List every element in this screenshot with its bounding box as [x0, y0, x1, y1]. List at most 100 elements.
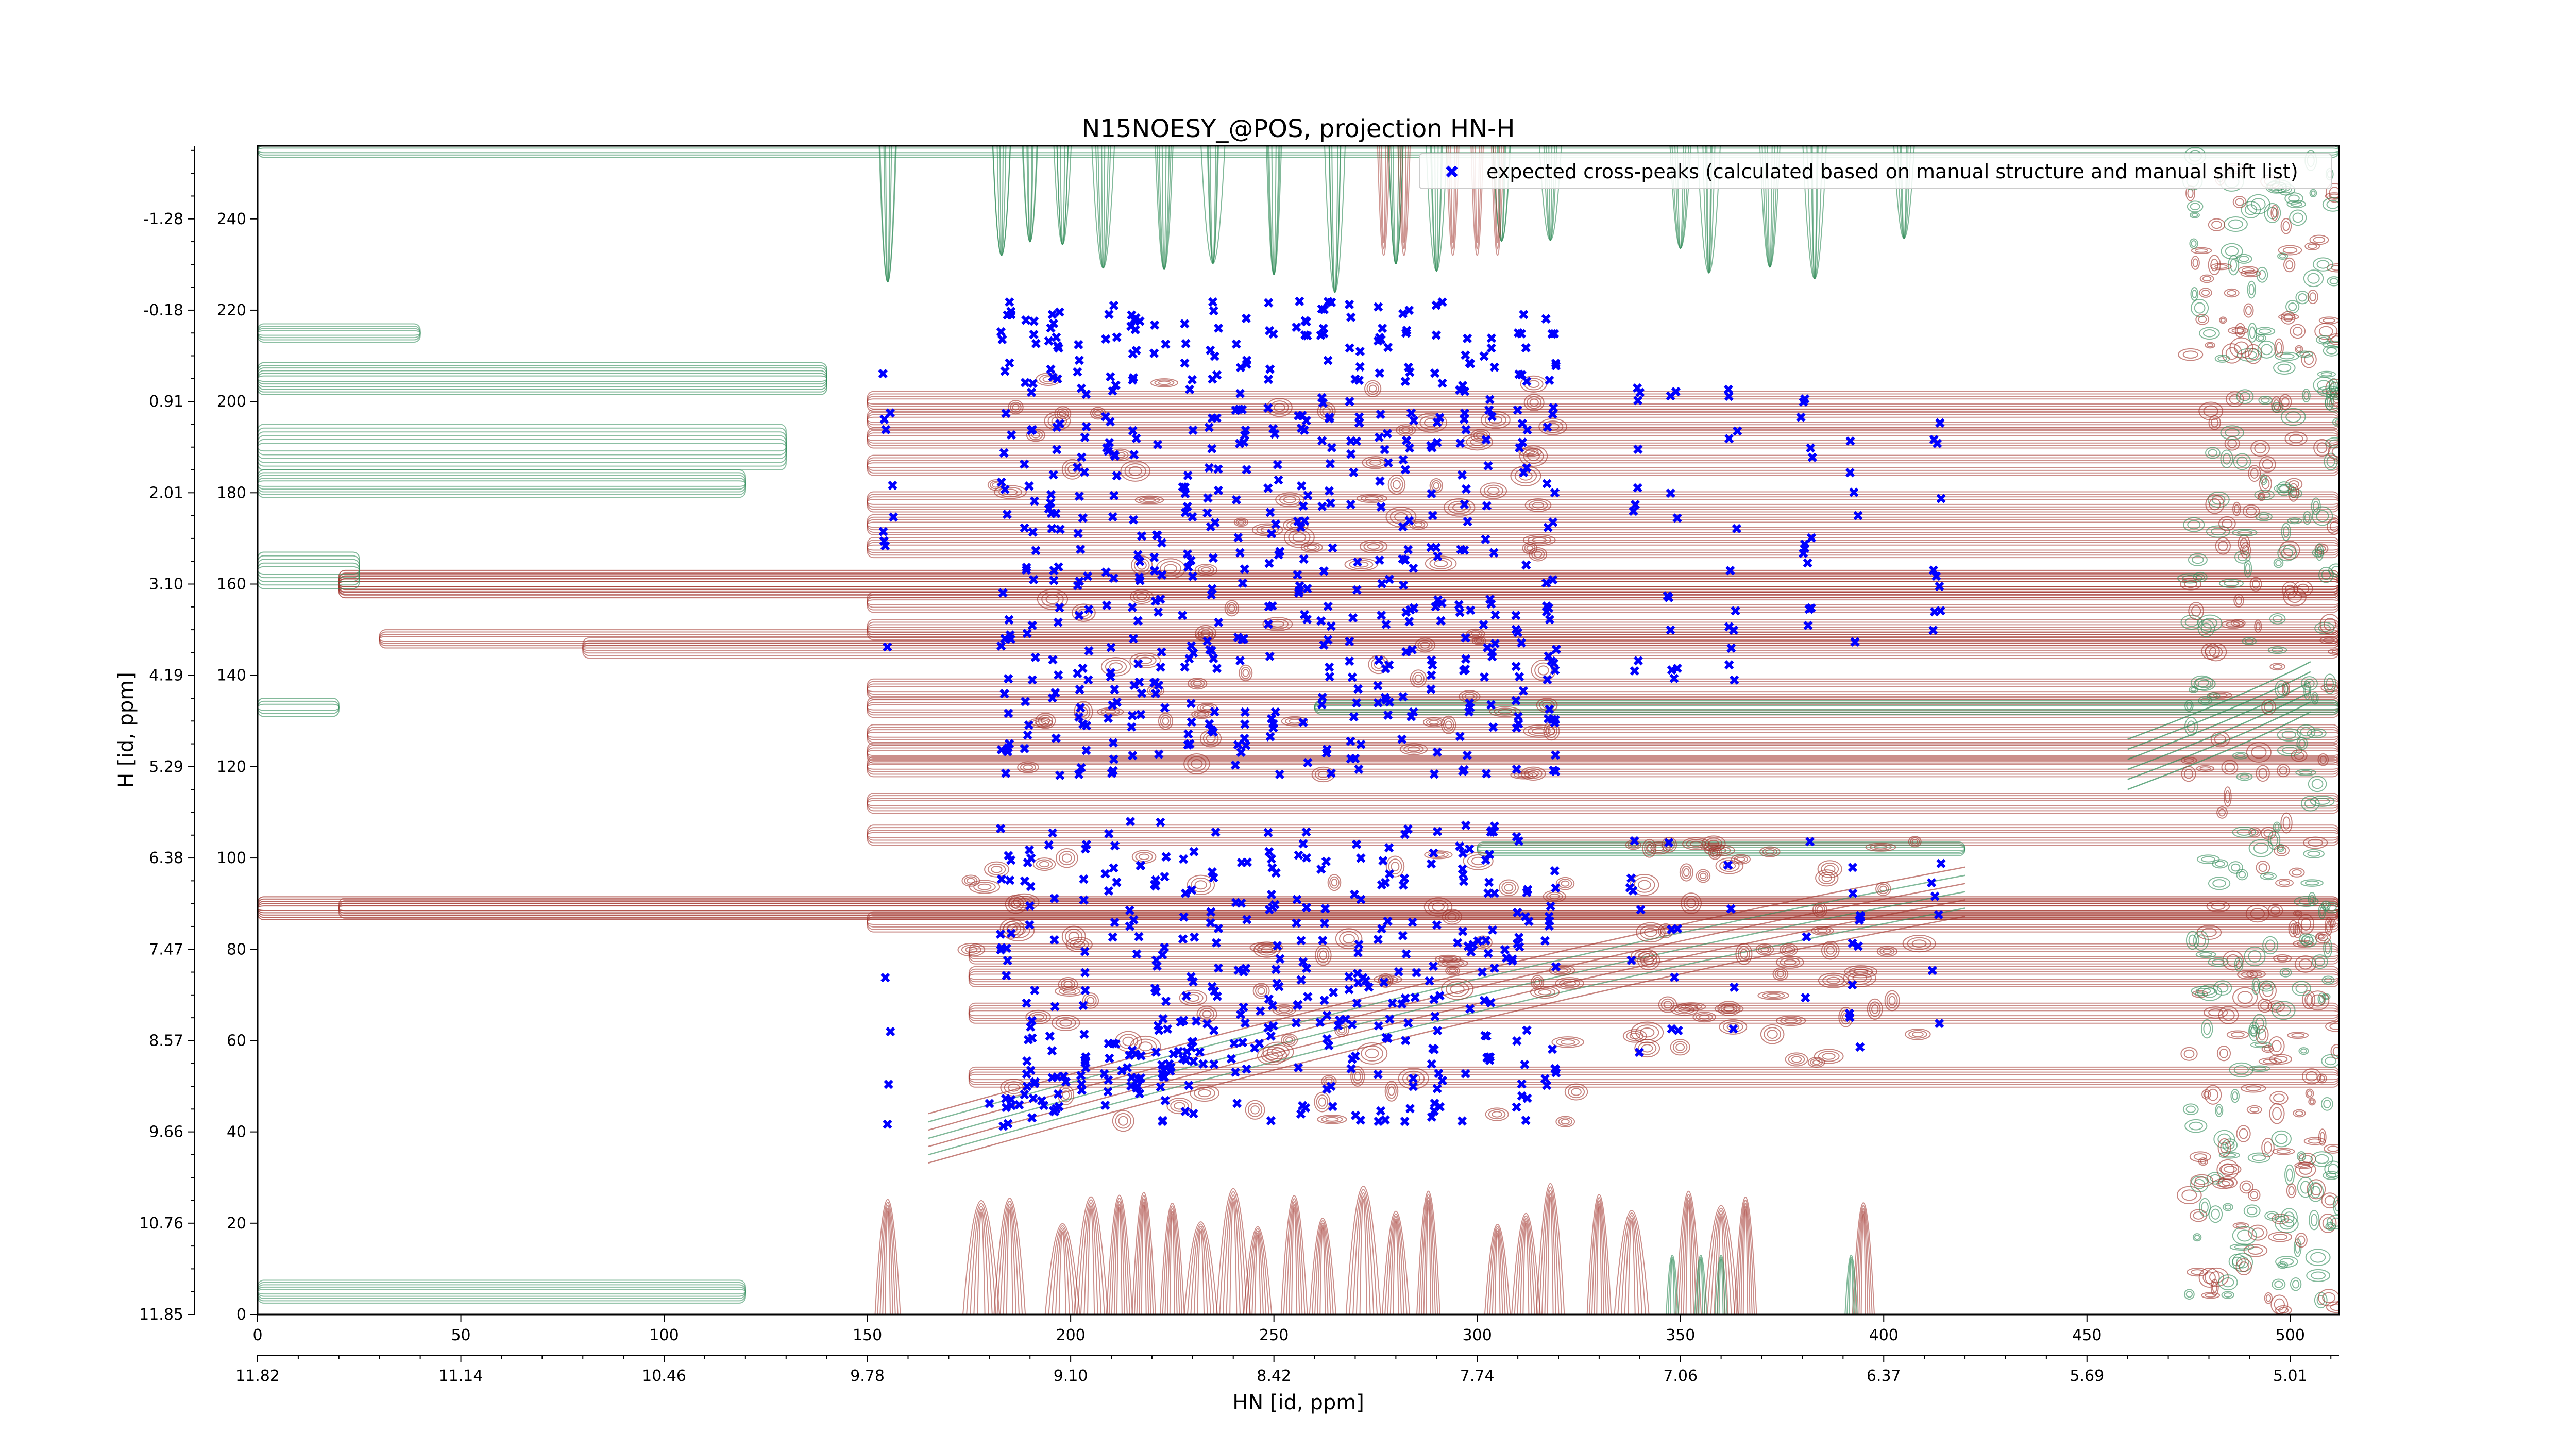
- positive-contour-band: [338, 578, 2339, 590]
- peak-contour-blob: [1522, 542, 1538, 554]
- edge-noise-contour: [2233, 594, 2244, 608]
- cross-peak-marker: [1154, 1025, 1164, 1035]
- cross-peak-marker: [1025, 901, 1035, 911]
- edge-noise-contour: [2254, 443, 2266, 454]
- cross-peak-marker: [995, 929, 1006, 939]
- cross-peak-marker: [1517, 1079, 1527, 1089]
- cross-peak-marker: [1266, 854, 1276, 864]
- peak-contour-blob: [1731, 854, 1751, 865]
- cross-peak-marker: [1263, 403, 1273, 413]
- cross-peak-marker: [1465, 1004, 1475, 1014]
- edge-noise-contour: [2307, 728, 2327, 738]
- edge-noise-contour: [2224, 762, 2235, 772]
- cross-peak-marker: [1046, 490, 1056, 500]
- positive-contour-band: [379, 633, 2339, 644]
- peak-contour-blob: [1104, 710, 1116, 714]
- edge-noise-contour: [2316, 546, 2323, 558]
- peak-contour-blob: [1761, 992, 1785, 999]
- cross-peak-marker: [1316, 864, 1326, 874]
- negative-contour-streak: [1811, 146, 1818, 279]
- y-ppm-tick-label: 3.10: [149, 576, 183, 594]
- cross-peak-marker: [1127, 602, 1138, 612]
- cross-peak-marker: [1483, 948, 1493, 958]
- cross-peak-marker: [1364, 982, 1374, 992]
- peak-contour-blob: [1374, 974, 1402, 984]
- y-ppm-axis: 11.8510.769.668.577.476.385.294.193.102.…: [139, 146, 195, 1324]
- peak-contour-blob: [1662, 836, 1677, 853]
- cross-peak-marker: [1543, 675, 1552, 685]
- cross-peak-marker: [1298, 501, 1308, 511]
- cross-peak-marker: [1297, 411, 1307, 420]
- cross-peak-marker: [1112, 878, 1122, 887]
- edge-noise-contour: [2330, 1217, 2339, 1227]
- cross-peak-marker: [1005, 297, 1014, 307]
- edge-noise-contour: [2186, 702, 2192, 710]
- edge-noise-contour: [2310, 796, 2335, 807]
- peak-contour-blob: [1414, 674, 1422, 683]
- edge-noise-contour: [2208, 449, 2218, 457]
- cross-peak-marker: [1125, 905, 1134, 915]
- edge-noise-contour: [2296, 724, 2316, 739]
- positive-contour-streak: [1617, 1212, 1646, 1315]
- edge-noise-contour: [2251, 746, 2267, 759]
- peak-contour-blob: [1473, 637, 1485, 644]
- edge-noise-contour: [2326, 347, 2337, 355]
- cross-peak-marker: [884, 1080, 893, 1089]
- cross-peak-marker: [1455, 438, 1465, 448]
- positive-contour-streak: [1215, 1188, 1251, 1315]
- edge-noise-contour: [2328, 333, 2339, 345]
- negative-contour-streak: [1666, 1254, 1679, 1315]
- edge-noise-contour: [2273, 664, 2283, 669]
- cross-peak-marker: [1540, 1074, 1550, 1084]
- peak-contour-blob: [1815, 869, 1839, 887]
- edge-noise-contour: [2225, 790, 2230, 803]
- peak-contour-blob: [1445, 911, 1460, 923]
- peak-contour-blob: [1757, 991, 1790, 1000]
- peak-contour-blob: [1675, 1043, 1685, 1051]
- cross-peak-marker: [1150, 688, 1161, 699]
- cross-peak-marker: [1633, 656, 1643, 666]
- cross-peak-marker: [1800, 539, 1809, 549]
- cross-peak-marker: [1273, 460, 1282, 469]
- cross-peak-marker: [1230, 1067, 1241, 1077]
- cross-peak-marker: [1463, 517, 1472, 527]
- edge-noise-contour: [2239, 774, 2250, 780]
- cross-peak-marker: [1079, 467, 1090, 477]
- cross-peak-marker: [1108, 512, 1118, 522]
- cross-peak-marker: [1799, 397, 1808, 407]
- cross-peak-marker: [1434, 1069, 1444, 1079]
- cross-peak-marker: [1294, 1063, 1303, 1072]
- peak-contour-blob: [1247, 1102, 1263, 1117]
- cross-peak-marker: [1206, 589, 1216, 600]
- edge-noise-contour: [2273, 558, 2284, 568]
- cross-peak-marker: [1518, 686, 1528, 696]
- cross-peak-marker: [1500, 945, 1510, 955]
- edge-noise-contour: [2176, 1186, 2202, 1205]
- cross-peak-marker: [1014, 1100, 1024, 1110]
- cross-peak-marker: [1207, 444, 1217, 454]
- cross-peak-marker: [1935, 1019, 1944, 1029]
- negative-contour-streak: [1271, 146, 1277, 275]
- peak-contour-blob: [1238, 520, 1245, 525]
- cross-peak-marker: [1322, 745, 1332, 754]
- cross-peak-marker: [1479, 351, 1489, 361]
- cross-peak-marker: [1180, 482, 1190, 492]
- cross-peak-marker: [1404, 306, 1414, 315]
- cross-peak-marker: [1108, 1038, 1118, 1048]
- positive-contour-streak: [1484, 1224, 1511, 1315]
- edge-noise-contour: [2287, 517, 2302, 525]
- cross-peak-marker: [1432, 437, 1442, 448]
- cross-peak-marker: [1731, 606, 1740, 616]
- positive-contour-streak: [1589, 1197, 1609, 1315]
- cross-peak-marker: [1481, 534, 1490, 544]
- peak-contour-blob: [1526, 545, 1534, 551]
- peak-contour-blob: [1681, 1003, 1702, 1010]
- edge-noise-contour: [2284, 584, 2295, 596]
- positive-contour-streak: [1243, 1226, 1273, 1315]
- edge-noise-contour: [2273, 1093, 2285, 1103]
- cross-peak-marker: [1409, 707, 1418, 717]
- positive-contour-streak: [1106, 1194, 1133, 1315]
- negative-contour-band: [258, 330, 421, 336]
- cross-peak-marker: [1398, 880, 1408, 890]
- edge-noise-contour: [2292, 869, 2302, 876]
